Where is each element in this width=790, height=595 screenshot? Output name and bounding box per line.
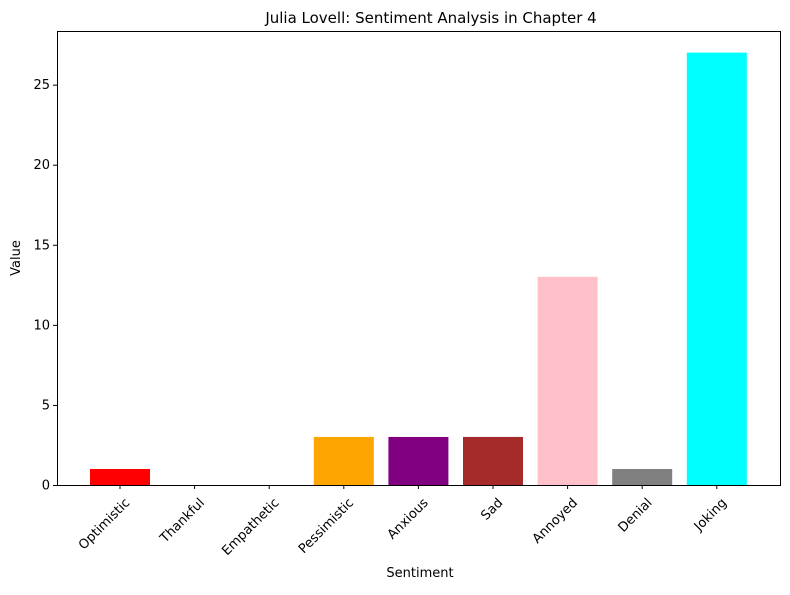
x-tick-label: Optimistic [76,496,133,553]
y-tick-label: 0 [42,479,50,494]
x-tick-label: Pessimistic [296,496,357,557]
x-tick-label: Sad [478,496,506,524]
x-tick-label: Anxious [385,495,432,542]
y-tick-label: 25 [33,78,50,93]
bar-annoyed [537,276,598,485]
bar-joking [686,52,747,485]
bar-optimistic [90,468,150,485]
y-tick-label: 20 [33,158,50,173]
y-axis-ticks: 0 5 10 15 20 25 [33,78,57,494]
bars-group [90,52,747,485]
chart-title: Julia Lovell: Sentiment Analysis in Chap… [264,9,596,27]
y-axis-label: Value [9,240,24,276]
x-tick-label: Joking [691,496,730,535]
y-tick-label: 5 [42,398,50,413]
y-tick-label: 15 [33,238,50,253]
plot-area-frame [57,31,781,486]
x-tick-label: Annoyed [530,496,581,547]
bar-pessimistic [313,436,374,485]
x-tick-label: Thankful [157,496,208,547]
bar-denial [612,468,673,485]
x-tick-label: Empathetic [219,496,282,559]
x-axis-label: Sentiment [386,566,453,581]
bar-anxious [388,436,449,485]
x-axis-ticks: Optimistic Thankful Empathetic Pessimistic A… [76,485,730,559]
x-tick-label: Denial [616,496,656,536]
y-tick-label: 10 [33,318,50,333]
bar-sad [463,436,523,485]
